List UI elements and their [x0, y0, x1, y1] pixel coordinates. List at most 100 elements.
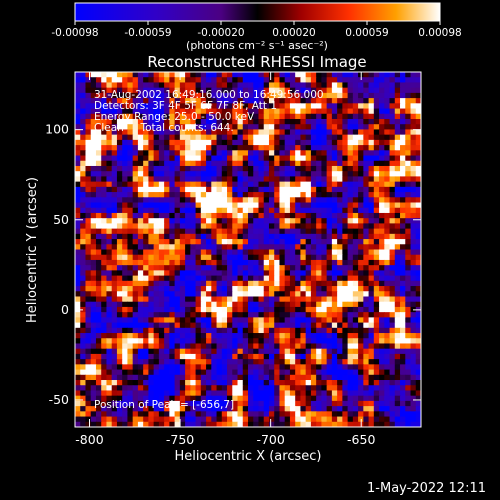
- heatmap-cell: [321, 369, 328, 376]
- heatmap-cell: [106, 374, 113, 381]
- heatmap-cell: [206, 338, 212, 345]
- heatmap-cell: [342, 317, 349, 324]
- heatmap-cell: [216, 291, 223, 298]
- heatmap-cell: [101, 385, 108, 392]
- heatmap-cell: [185, 98, 191, 104]
- heatmap-cell: [373, 306, 380, 313]
- heatmap-cell: [211, 233, 218, 240]
- heatmap-cell: [116, 244, 123, 251]
- heatmap-cell: [242, 348, 249, 355]
- heatmap-cell: [179, 165, 186, 172]
- heatmap-cell: [75, 369, 81, 376]
- heatmap-cell: [221, 155, 228, 162]
- heatmap-cell: [242, 249, 249, 256]
- heatmap-cell: [227, 165, 233, 172]
- heatmap-cell: [405, 124, 412, 131]
- heatmap-cell: [101, 202, 108, 209]
- heatmap-cell: [321, 348, 328, 355]
- heatmap-cell: [200, 223, 207, 230]
- heatmap-cell: [174, 155, 181, 162]
- heatmap-cell: [122, 77, 129, 84]
- heatmap-cell: [305, 333, 312, 339]
- heatmap-cell: [169, 113, 176, 120]
- heatmap-cell: [305, 380, 312, 386]
- heatmap-cell: [305, 171, 312, 178]
- heatmap-cell: [279, 171, 286, 178]
- heatmap-cell: [263, 301, 270, 308]
- detectors-text: Detectors: 3F 4F 5F 6F 7F 8F, Att 1: [94, 100, 277, 112]
- heatmap-cell: [363, 244, 370, 251]
- heatmap-cell: [185, 275, 191, 282]
- heatmap-cell: [232, 87, 239, 94]
- heatmap-cell: [389, 92, 396, 99]
- heatmap-cell: [132, 92, 139, 99]
- heatmap-cell: [132, 280, 139, 287]
- heatmap-cell: [253, 301, 260, 308]
- heatmap-cell: [85, 239, 92, 245]
- heatmap-cell: [153, 155, 160, 162]
- heatmap-cell: [137, 129, 144, 136]
- heatmap-cell: [310, 186, 317, 193]
- heatmap-cell: [405, 233, 412, 240]
- heatmap-cell: [227, 385, 233, 392]
- heatmap-cell: [342, 207, 349, 214]
- heatmap-cell: [415, 92, 421, 99]
- heatmap-cell: [258, 385, 265, 392]
- heatmap-cell: [389, 359, 396, 365]
- heatmap-cell: [242, 400, 249, 407]
- heatmap-cell: [342, 390, 349, 397]
- heatmap-cell: [248, 286, 254, 292]
- heatmap-cell: [80, 160, 87, 167]
- heatmap-cell: [363, 108, 370, 115]
- heatmap-cell: [200, 364, 207, 371]
- heatmap-cell: [326, 327, 333, 334]
- heatmap-cell: [227, 186, 233, 193]
- heatmap-cell: [379, 275, 385, 282]
- heatmap-cell: [321, 233, 328, 240]
- heatmap-cell: [274, 202, 281, 209]
- heatmap-cell: [137, 218, 144, 224]
- heatmap-cell: [232, 202, 239, 209]
- heatmap-cell: [122, 364, 129, 371]
- heatmap-cell: [111, 171, 118, 178]
- heatmap-cell: [321, 244, 328, 251]
- heatmap-cell: [132, 103, 139, 110]
- heatmap-cell: [148, 286, 155, 292]
- heatmap-cell: [384, 411, 391, 418]
- heatmap-cell: [379, 160, 385, 167]
- heatmap-cell: [179, 249, 186, 256]
- heatmap-cell: [137, 296, 144, 303]
- heatmap-cell: [384, 343, 391, 350]
- heatmap-cell: [347, 176, 354, 183]
- heatmap-cell: [373, 411, 380, 418]
- heatmap-cell: [164, 301, 170, 308]
- heatmap-cell: [342, 259, 349, 266]
- heatmap-cell: [284, 254, 291, 261]
- heatmap-cell: [75, 239, 81, 245]
- heatmap-cell: [137, 145, 144, 151]
- heatmap-cell: [358, 87, 364, 94]
- heatmap-cell: [132, 333, 139, 339]
- heatmap-cell: [342, 364, 349, 371]
- heatmap-cell: [358, 270, 364, 277]
- heatmap-cell: [116, 98, 123, 104]
- heatmap-cell: [310, 390, 317, 397]
- heatmap-cell: [242, 103, 249, 110]
- heatmap-cell: [300, 280, 307, 287]
- heatmap-cell: [352, 369, 359, 376]
- heatmap-cell: [410, 291, 417, 298]
- heatmap-cell: [295, 77, 302, 84]
- heatmap-cell: [122, 275, 129, 282]
- heatmap-cell: [127, 312, 134, 318]
- heatmap-cell: [263, 124, 270, 131]
- heatmap-cell: [106, 98, 113, 104]
- heatmap-cell: [174, 103, 181, 110]
- heatmap-cell: [279, 202, 286, 209]
- heatmap-cell: [305, 400, 312, 407]
- heatmap-cell: [248, 359, 254, 365]
- heatmap-cell: [263, 306, 270, 313]
- heatmap-cell: [195, 374, 202, 381]
- heatmap-cell: [179, 416, 186, 423]
- heatmap-cell: [174, 212, 181, 219]
- heatmap-cell: [80, 306, 87, 313]
